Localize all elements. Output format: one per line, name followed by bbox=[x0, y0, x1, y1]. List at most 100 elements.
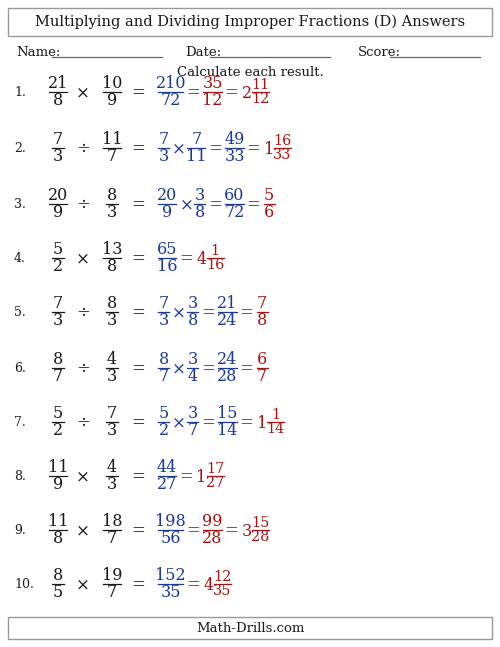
Text: 16: 16 bbox=[274, 133, 291, 148]
Text: 15: 15 bbox=[252, 516, 270, 529]
Text: 20: 20 bbox=[157, 187, 178, 204]
Text: 3: 3 bbox=[194, 187, 205, 204]
Text: 72: 72 bbox=[160, 92, 181, 109]
Text: 8: 8 bbox=[53, 530, 63, 547]
Text: Math-Drills.com: Math-Drills.com bbox=[196, 622, 304, 635]
Text: 7: 7 bbox=[53, 131, 63, 148]
Text: 56: 56 bbox=[160, 530, 181, 547]
Text: 11: 11 bbox=[48, 459, 68, 476]
Text: 3: 3 bbox=[107, 312, 117, 329]
Text: 8: 8 bbox=[53, 351, 63, 368]
Text: 2: 2 bbox=[53, 422, 63, 439]
Text: 8: 8 bbox=[194, 204, 205, 221]
Text: 152: 152 bbox=[156, 567, 186, 584]
Text: 3: 3 bbox=[107, 422, 117, 439]
Text: =: = bbox=[131, 197, 145, 214]
Text: 4: 4 bbox=[204, 576, 214, 593]
Text: 14: 14 bbox=[266, 422, 284, 437]
Text: 9: 9 bbox=[107, 92, 117, 109]
Text: 13: 13 bbox=[102, 241, 122, 258]
Text: ÷: ÷ bbox=[76, 197, 90, 214]
Text: =: = bbox=[131, 305, 145, 322]
Text: 24: 24 bbox=[218, 312, 238, 329]
Text: 3: 3 bbox=[188, 295, 198, 313]
Text: 5: 5 bbox=[53, 584, 63, 601]
Text: 21: 21 bbox=[217, 295, 238, 313]
Text: 28: 28 bbox=[217, 367, 238, 385]
Text: 4: 4 bbox=[107, 459, 117, 476]
Text: 1: 1 bbox=[256, 415, 267, 432]
Text: 1: 1 bbox=[210, 243, 220, 258]
Text: ×: × bbox=[76, 523, 90, 540]
Text: =: = bbox=[131, 140, 145, 157]
Text: =: = bbox=[131, 576, 145, 593]
Text: 8: 8 bbox=[257, 312, 267, 329]
Text: 1.: 1. bbox=[14, 85, 26, 98]
Bar bbox=[8, 617, 492, 639]
Text: 8.: 8. bbox=[14, 470, 26, 483]
Text: 8: 8 bbox=[158, 351, 168, 368]
Text: 12: 12 bbox=[213, 569, 232, 584]
Text: 3: 3 bbox=[53, 148, 63, 165]
Text: Score:: Score: bbox=[358, 45, 401, 58]
Text: ÷: ÷ bbox=[76, 305, 90, 322]
Text: 7: 7 bbox=[191, 131, 202, 148]
Text: 3: 3 bbox=[107, 367, 117, 385]
Text: =: = bbox=[240, 305, 254, 322]
Text: 7: 7 bbox=[257, 367, 267, 385]
Text: 6: 6 bbox=[264, 204, 274, 221]
Text: ×: × bbox=[172, 140, 186, 157]
Text: 9.: 9. bbox=[14, 523, 26, 536]
Text: 1: 1 bbox=[271, 408, 280, 422]
Text: =: = bbox=[180, 468, 193, 485]
Text: =: = bbox=[131, 360, 145, 377]
Text: ×: × bbox=[172, 305, 186, 322]
Text: 10: 10 bbox=[102, 75, 122, 93]
Text: 8: 8 bbox=[188, 312, 198, 329]
Text: 7: 7 bbox=[107, 148, 117, 165]
Text: 35: 35 bbox=[202, 75, 223, 93]
Text: =: = bbox=[180, 250, 193, 267]
Text: 7: 7 bbox=[257, 295, 267, 313]
Text: 3: 3 bbox=[188, 405, 198, 422]
Text: ×: × bbox=[172, 360, 186, 377]
Text: 4: 4 bbox=[188, 367, 198, 385]
Text: 27: 27 bbox=[157, 476, 178, 493]
Text: 35: 35 bbox=[213, 584, 232, 598]
Text: 7: 7 bbox=[188, 422, 198, 439]
Text: 3: 3 bbox=[107, 204, 117, 221]
Text: 33: 33 bbox=[224, 148, 245, 165]
Text: 14: 14 bbox=[217, 422, 238, 439]
Text: 9: 9 bbox=[162, 204, 172, 221]
Text: 16: 16 bbox=[157, 258, 178, 275]
Text: ×: × bbox=[76, 468, 90, 485]
Text: =: = bbox=[131, 468, 145, 485]
Text: =: = bbox=[202, 415, 215, 432]
Text: 2.: 2. bbox=[14, 142, 26, 155]
Text: ÷: ÷ bbox=[76, 140, 90, 157]
Text: 9: 9 bbox=[53, 204, 63, 221]
Text: 3: 3 bbox=[107, 476, 117, 493]
Text: 3: 3 bbox=[53, 312, 63, 329]
Text: =: = bbox=[240, 415, 254, 432]
Text: 27: 27 bbox=[206, 476, 225, 490]
Text: =: = bbox=[224, 85, 238, 102]
Text: 19: 19 bbox=[102, 567, 122, 584]
Text: 11: 11 bbox=[102, 131, 122, 148]
Text: =: = bbox=[202, 360, 215, 377]
Text: 2: 2 bbox=[158, 422, 168, 439]
Text: 4.: 4. bbox=[14, 252, 26, 265]
Text: 5: 5 bbox=[158, 405, 168, 422]
Text: =: = bbox=[131, 523, 145, 540]
Text: ×: × bbox=[76, 250, 90, 267]
Text: 12: 12 bbox=[202, 92, 222, 109]
Text: 2: 2 bbox=[242, 85, 252, 102]
Text: 72: 72 bbox=[224, 204, 244, 221]
Text: 3.: 3. bbox=[14, 197, 26, 210]
Text: 3: 3 bbox=[158, 148, 168, 165]
Text: 28: 28 bbox=[252, 531, 270, 545]
Text: 5.: 5. bbox=[14, 305, 26, 318]
Text: 7: 7 bbox=[53, 295, 63, 313]
Text: 3: 3 bbox=[188, 351, 198, 368]
Text: 8: 8 bbox=[53, 567, 63, 584]
